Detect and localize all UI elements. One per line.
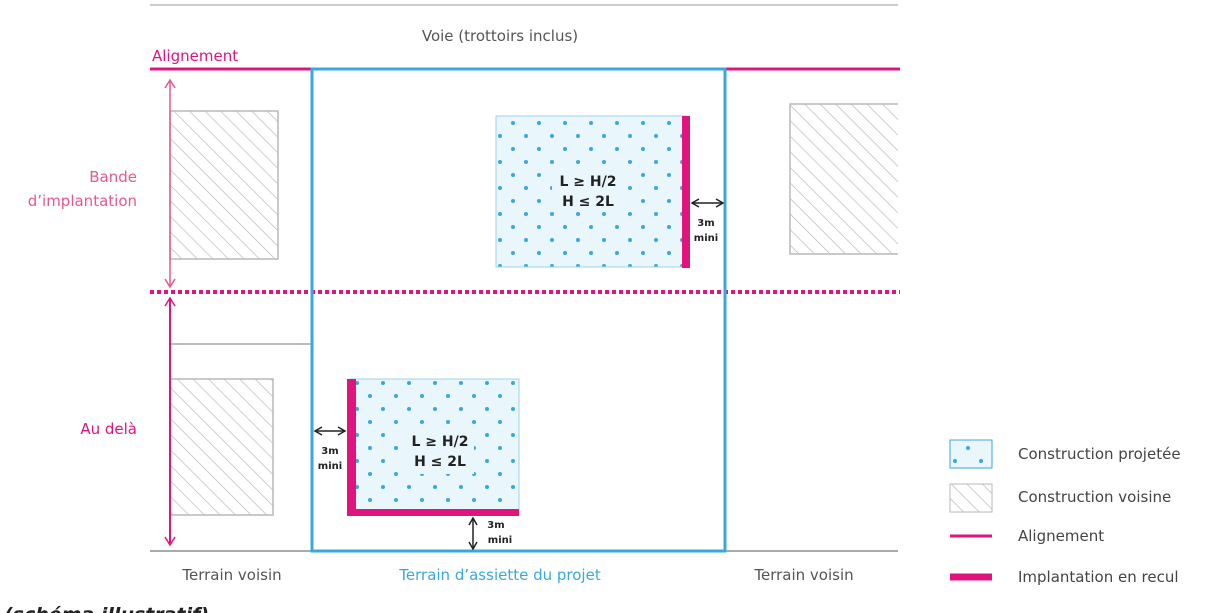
bottom-left-3m-line2: mini — [318, 461, 342, 472]
legend-label-1: Construction voisine — [1018, 488, 1171, 506]
au-dela-label: Au delà — [80, 420, 137, 438]
terrain-voisin-right-label: Terrain voisin — [753, 566, 853, 584]
bottom-rule-line1: L ≥ H/2 — [412, 434, 469, 450]
bottom-rule-line2: H ≤ 2L — [414, 454, 466, 470]
rule-bg-top — [552, 168, 622, 212]
legend-label-2: Alignement — [1018, 527, 1104, 545]
rule-bg-bottom — [404, 430, 474, 474]
road-label: Voie (trottoirs inclus) — [422, 27, 578, 45]
footer-caption: (schéma illustratif) — [4, 604, 209, 613]
terrain-voisin-left-label: Terrain voisin — [181, 566, 281, 584]
bottom-recul-edge-bottom — [347, 509, 519, 516]
top-3m-line1: 3m — [697, 218, 714, 229]
bottom-3m-line2: mini — [488, 535, 512, 546]
page-mask-right — [898, 96, 918, 266]
dotted-swatch-icon — [949, 439, 993, 469]
top-rule-line1: L ≥ H/2 — [560, 174, 617, 190]
alignment-label: Alignement — [152, 47, 238, 65]
top-rule-line2: H ≤ 2L — [562, 194, 614, 210]
terrain-assiette-label: Terrain d’assiette du projet — [398, 566, 601, 584]
bottom-left-3m-line1: 3m — [321, 446, 338, 457]
bande-label-line2: d’implantation — [28, 192, 137, 210]
project-plot-outline — [310, 67, 727, 553]
hatched-swatch-icon — [949, 483, 993, 513]
legend-label-3: Implantation en recul — [1018, 568, 1179, 586]
bande-label-line1: Bande — [89, 168, 137, 186]
top-recul-edge — [682, 116, 690, 268]
neighbor-building-right — [789, 103, 911, 255]
neighbor-building-top-left — [169, 110, 279, 260]
bottom-recul-edge-left — [347, 379, 356, 515]
legend-label-0: Construction projetée — [1018, 445, 1181, 463]
legend: Construction projetée Construction voisi… — [949, 439, 1181, 586]
top-3m-line2: mini — [694, 233, 718, 244]
bottom-3m-line1: 3m — [487, 520, 504, 531]
neighbor-building-bottom-left — [169, 378, 274, 516]
